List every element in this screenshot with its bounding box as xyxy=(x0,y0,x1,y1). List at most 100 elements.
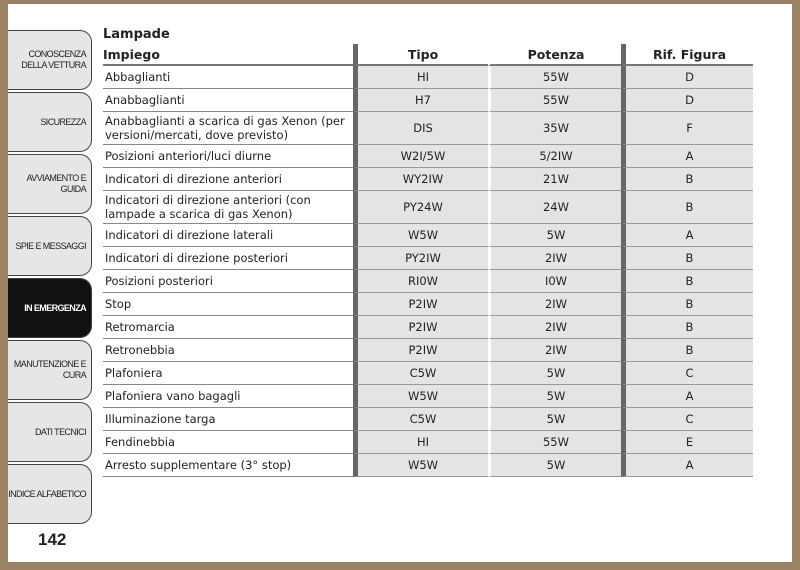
cell-rif-figura: B xyxy=(621,191,753,224)
table-row: Plafoniera C5W 5W C xyxy=(103,362,753,385)
cell-rif-figura: A xyxy=(621,385,753,408)
cell-potenza: 5W xyxy=(488,362,621,385)
cell-tipo: W5W xyxy=(353,385,488,408)
cell-potenza: I0W xyxy=(488,270,621,293)
section-title: Lampade xyxy=(103,27,170,42)
cell-potenza: 2IW xyxy=(488,293,621,316)
header-tipo: Tipo xyxy=(353,44,488,66)
table-row: Retromarcia P2IW 2IW B xyxy=(103,316,753,339)
table-row: Indicatori di direzione posteriori PY2IW 2… xyxy=(103,247,753,270)
cell-rif-figura: D xyxy=(621,66,753,89)
chapter-tab[interactable]: Indice alfabetico xyxy=(8,464,92,524)
cell-tipo: P2IW xyxy=(353,293,488,316)
cell-rif-figura: D xyxy=(621,89,753,112)
cell-potenza: 5W xyxy=(488,224,621,247)
cell-tipo: W5W xyxy=(353,454,488,477)
cell-potenza: 55W xyxy=(488,431,621,454)
cell-impiego: Indicatori di direzione anteriori (con l… xyxy=(103,191,353,224)
cell-impiego: Plafoniera vano bagagli xyxy=(103,385,353,408)
table-row: Plafoniera vano bagagli W5W 5W A xyxy=(103,385,753,408)
cell-impiego: Plafoniera xyxy=(103,362,353,385)
cell-rif-figura: C xyxy=(621,408,753,431)
cell-tipo: C5W xyxy=(353,408,488,431)
cell-rif-figura: B xyxy=(621,316,753,339)
cell-impiego: Stop xyxy=(103,293,353,316)
cell-potenza: 5W xyxy=(488,385,621,408)
cell-rif-figura: B xyxy=(621,168,753,191)
chapter-tabs: Conoscenza della vettura Sicurezza Avviame… xyxy=(8,30,92,526)
chapter-tab[interactable]: Avviamento e guida xyxy=(8,154,92,214)
table-row: Posizioni posteriori RI0W I0W B xyxy=(103,270,753,293)
cell-potenza: 24W xyxy=(488,191,621,224)
cell-potenza: 5/2IW xyxy=(488,145,621,168)
cell-impiego: Anabbaglianti a scarica di gas Xenon (pe… xyxy=(103,112,353,145)
chapter-tab[interactable]: In emergenza xyxy=(8,278,92,338)
table-row: Posizioni anteriori/luci diurne W2I/5W 5/2… xyxy=(103,145,753,168)
cell-tipo: RI0W xyxy=(353,270,488,293)
chapter-tab[interactable]: Spie e messaggi xyxy=(8,216,92,276)
header-rif-figura: Rif. Figura xyxy=(621,44,753,66)
cell-rif-figura: A xyxy=(621,224,753,247)
cell-rif-figura: E xyxy=(621,431,753,454)
cell-rif-figura: A xyxy=(621,454,753,477)
cell-impiego: Indicatori di direzione posteriori xyxy=(103,247,353,270)
cell-tipo: P2IW xyxy=(353,339,488,362)
chapter-tab[interactable]: Manutenzione e cura xyxy=(8,340,92,400)
cell-tipo: P2IW xyxy=(353,316,488,339)
cell-tipo: W2I/5W xyxy=(353,145,488,168)
cell-tipo: C5W xyxy=(353,362,488,385)
cell-tipo: HI xyxy=(353,431,488,454)
chapter-tab[interactable]: Sicurezza xyxy=(8,92,92,152)
table-row: Retronebbia P2IW 2IW B xyxy=(103,339,753,362)
cell-impiego: Retronebbia xyxy=(103,339,353,362)
cell-rif-figura: C xyxy=(621,362,753,385)
cell-rif-figura: B xyxy=(621,247,753,270)
cell-potenza: 55W xyxy=(488,89,621,112)
cell-tipo: PY2IW xyxy=(353,247,488,270)
cell-potenza: 35W xyxy=(488,112,621,145)
cell-tipo: WY2IW xyxy=(353,168,488,191)
cell-impiego: Arresto supplementare (3° stop) xyxy=(103,454,353,477)
cell-rif-figura: B xyxy=(621,270,753,293)
table-row: Anabbaglianti H7 55W D xyxy=(103,89,753,112)
header-impiego: Impiego xyxy=(103,44,353,66)
cell-rif-figura: A xyxy=(621,145,753,168)
cell-impiego: Indicatori di direzione laterali xyxy=(103,224,353,247)
cell-tipo: DIS xyxy=(353,112,488,145)
cell-impiego: Posizioni anteriori/luci diurne xyxy=(103,145,353,168)
table-row: Abbaglianti HI 55W D xyxy=(103,66,753,89)
chapter-tab[interactable]: Conoscenza della vettura xyxy=(8,30,92,90)
table-row: Indicatori di direzione anteriori WY2IW 21… xyxy=(103,168,753,191)
chapter-tab[interactable]: Dati tecnici xyxy=(8,402,92,462)
cell-potenza: 55W xyxy=(488,66,621,89)
table-row: Fendinebbia HI 55W E xyxy=(103,431,753,454)
table-row: Indicatori di direzione anteriori (con l… xyxy=(103,191,753,224)
cell-tipo: PY24W xyxy=(353,191,488,224)
table-row: Anabbaglianti a scarica di gas Xenon (pe… xyxy=(103,112,753,145)
table-row: Illuminazione targa C5W 5W C xyxy=(103,408,753,431)
cell-potenza: 2IW xyxy=(488,339,621,362)
cell-rif-figura: B xyxy=(621,339,753,362)
cell-tipo: H7 xyxy=(353,89,488,112)
cell-rif-figura: F xyxy=(621,112,753,145)
cell-potenza: 21W xyxy=(488,168,621,191)
table-row: Arresto supplementare (3° stop) W5W 5W A xyxy=(103,454,753,477)
cell-impiego: Posizioni posteriori xyxy=(103,270,353,293)
table-header-row: Impiego Tipo Potenza Rif. Figura xyxy=(103,44,753,66)
header-potenza: Potenza xyxy=(488,44,621,66)
cell-potenza: 2IW xyxy=(488,316,621,339)
table-row: Indicatori di direzione laterali W5W 5W A xyxy=(103,224,753,247)
table-row: Stop P2IW 2IW B xyxy=(103,293,753,316)
page-number: 142 xyxy=(38,530,67,549)
cell-potenza: 5W xyxy=(488,454,621,477)
manual-page: Conoscenza della vettura Sicurezza Avviame… xyxy=(8,4,792,562)
cell-tipo: HI xyxy=(353,66,488,89)
cell-rif-figura: B xyxy=(621,293,753,316)
cell-impiego: Illuminazione targa xyxy=(103,408,353,431)
cell-tipo: W5W xyxy=(353,224,488,247)
cell-impiego: Indicatori di direzione anteriori xyxy=(103,168,353,191)
lamp-table: Impiego Tipo Potenza Rif. Figura Abbagli… xyxy=(103,44,753,477)
cell-potenza: 2IW xyxy=(488,247,621,270)
cell-impiego: Retromarcia xyxy=(103,316,353,339)
cell-impiego: Abbaglianti xyxy=(103,66,353,89)
